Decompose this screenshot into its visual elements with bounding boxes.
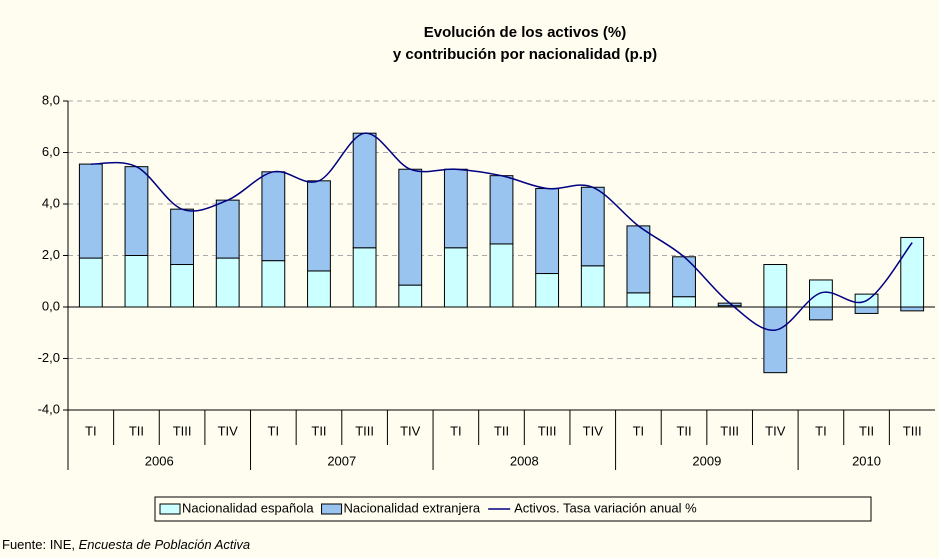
x-tick-label: TII: [129, 423, 144, 438]
x-tick-label: TIII: [355, 423, 374, 438]
x-tick-label: TI: [268, 423, 280, 438]
x-tick-label: TII: [676, 423, 691, 438]
bar: [307, 180, 331, 272]
bar: [580, 265, 605, 308]
bar: [900, 236, 925, 308]
bar: [626, 292, 651, 308]
legend-label: Nacionalidad extranjera: [344, 500, 481, 515]
bar: [307, 270, 331, 308]
x-group-label: 2007: [327, 453, 356, 468]
source-title: Encuesta de Población Activa: [79, 537, 251, 552]
x-tick-label: TIV: [583, 423, 604, 438]
x-tick-label: TI: [85, 423, 97, 438]
bar: [398, 284, 423, 308]
bar: [352, 132, 377, 249]
x-tick-label: TIV: [765, 423, 786, 438]
x-tick-label: TI: [633, 423, 645, 438]
bar: [443, 247, 468, 308]
x-tick-label: TI: [815, 423, 827, 438]
bar: [900, 306, 925, 312]
x-tick-label: TIII: [538, 423, 557, 438]
bar: [215, 257, 240, 308]
x-tick-label: TII: [859, 423, 874, 438]
y-tick-label: 8,0: [42, 92, 60, 107]
bar: [763, 264, 788, 308]
bar: [170, 208, 194, 266]
bar: [352, 247, 377, 308]
y-tick-label: 2,0: [42, 247, 60, 262]
bar: [124, 255, 149, 308]
bar: [398, 168, 423, 286]
y-tick-label: 6,0: [42, 144, 60, 159]
y-tick-label: 4,0: [42, 195, 60, 210]
x-tick-label: TIII: [173, 423, 192, 438]
bar: [215, 199, 240, 259]
line: [90, 132, 913, 331]
x-tick-label: TI: [450, 423, 462, 438]
x-tick-label: TIV: [218, 423, 239, 438]
bar: [78, 257, 103, 308]
legend-box: [154, 496, 872, 522]
bar: [261, 171, 286, 262]
bar: [580, 186, 605, 267]
bar: [626, 225, 651, 294]
legend-label: Nacionalidad española: [182, 500, 314, 515]
bar: [763, 306, 788, 374]
bar: [124, 166, 149, 257]
chart-title: y contribución por nacionalidad (p.p): [393, 46, 657, 63]
x-group-label: 2009: [692, 453, 721, 468]
x-group-label: 2010: [852, 453, 881, 468]
legend-label: Activos. Tasa variación anual %: [514, 500, 697, 515]
legend-swatch: [159, 503, 181, 515]
y-tick-label: -2,0: [38, 350, 60, 365]
bar: [535, 188, 560, 275]
x-tick-label: TII: [311, 423, 326, 438]
bar: [672, 256, 696, 298]
source: Fuente: INE, Encuesta de Población Activ…: [2, 537, 250, 552]
bar: [535, 273, 560, 308]
bar: [854, 306, 879, 314]
y-tick-label: 0,0: [42, 298, 60, 313]
y-tick-label: -4,0: [38, 401, 60, 416]
legend-swatch: [321, 503, 343, 515]
bar: [261, 260, 286, 308]
x-group-label: 2006: [145, 453, 174, 468]
x-group-label: 2008: [510, 453, 539, 468]
x-tick-label: TIII: [720, 423, 739, 438]
bar: [489, 243, 514, 308]
bar: [489, 175, 514, 245]
bar: [78, 163, 103, 259]
x-tick-label: TII: [494, 423, 509, 438]
x-tick-label: TIV: [400, 423, 421, 438]
chart-title: Evolución de los activos (%): [424, 24, 627, 41]
source-prefix: Fuente: INE,: [2, 537, 79, 552]
bar: [170, 264, 194, 308]
bar: [443, 168, 468, 249]
bar: [672, 296, 696, 308]
bar: [809, 306, 833, 321]
x-tick-label: TIII: [903, 423, 922, 438]
